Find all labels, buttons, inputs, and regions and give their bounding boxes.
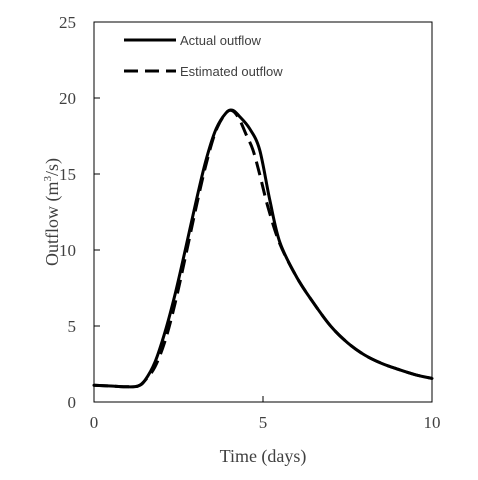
legend-label: Actual outflow [180,33,262,48]
x-axis-title: Time (days) [220,446,307,467]
y-axis-title: Outflow (m3/s) [42,158,63,266]
x-tick-label: 5 [259,413,268,432]
legend: Actual outflow Estimated outflow [124,33,283,79]
y-axis-title-main: Outflow (m [42,182,63,267]
y-axis-ticks: 0 5 10 15 20 25 [59,13,100,412]
series-layer [92,108,434,389]
y-axis-title-end: /s) [42,158,63,176]
y-tick-label: 15 [59,165,76,184]
y-tick-label: 0 [68,393,77,412]
x-tick-label: 0 [90,413,99,432]
legend-label: Estimated outflow [180,64,283,79]
x-axis-ticks: 0 5 10 [90,396,441,432]
y-tick-label: 5 [68,317,77,336]
y-tick-label: 20 [59,89,76,108]
y-tick-label: 10 [59,241,76,260]
y-axis-title-superscript: 3 [42,176,54,182]
y-tick-label: 25 [59,13,76,32]
x-tick-label: 10 [424,413,441,432]
estimated-outflow-line [93,108,433,389]
